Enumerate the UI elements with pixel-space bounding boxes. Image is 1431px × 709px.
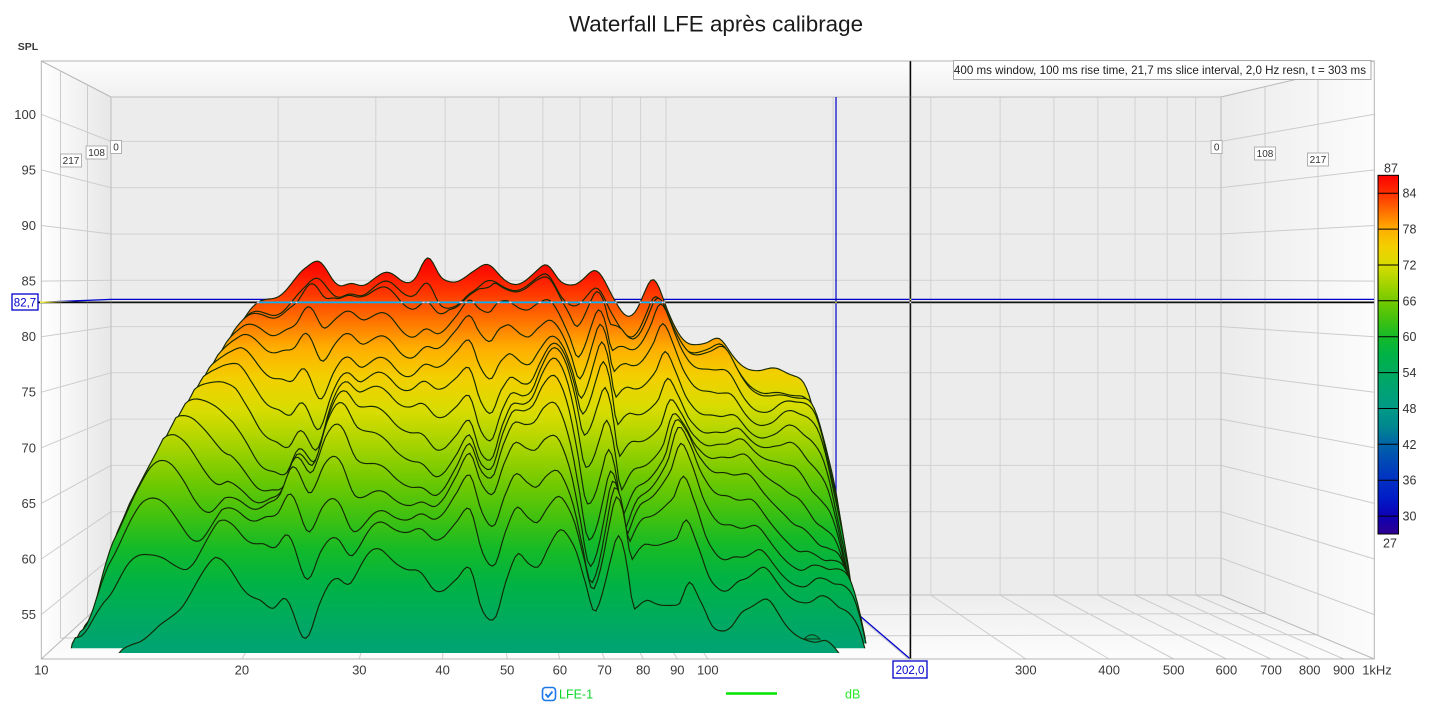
svg-text:Waterfall LFE après calibrage: Waterfall LFE après calibrage <box>569 11 863 36</box>
svg-text:0: 0 <box>113 142 119 153</box>
svg-text:78: 78 <box>1403 223 1417 237</box>
svg-text:100: 100 <box>697 663 719 678</box>
svg-text:65: 65 <box>22 496 36 511</box>
svg-text:66: 66 <box>1403 294 1417 308</box>
svg-text:80: 80 <box>636 663 650 678</box>
svg-text:95: 95 <box>22 162 36 177</box>
svg-text:500: 500 <box>1163 663 1185 678</box>
svg-text:400 ms window, 100 ms rise tim: 400 ms window, 100 ms rise time, 21,7 ms… <box>954 64 1366 77</box>
svg-text:70: 70 <box>22 440 36 455</box>
svg-text:72: 72 <box>1403 259 1417 273</box>
svg-text:700: 700 <box>1260 663 1282 678</box>
svg-text:50: 50 <box>500 663 514 678</box>
svg-text:30: 30 <box>1403 510 1417 524</box>
svg-text:100: 100 <box>14 107 36 122</box>
svg-text:87: 87 <box>1384 161 1398 175</box>
svg-text:48: 48 <box>1403 402 1417 416</box>
svg-text:85: 85 <box>22 274 36 289</box>
svg-text:80: 80 <box>22 329 36 344</box>
svg-text:SPL: SPL <box>18 41 39 53</box>
svg-text:800: 800 <box>1299 663 1321 678</box>
svg-text:75: 75 <box>22 385 36 400</box>
svg-text:42: 42 <box>1403 438 1417 452</box>
svg-text:70: 70 <box>597 663 611 678</box>
svg-text:90: 90 <box>670 663 684 678</box>
svg-text:82,7: 82,7 <box>14 298 36 310</box>
svg-text:60: 60 <box>553 663 567 678</box>
svg-text:300: 300 <box>1015 663 1037 678</box>
svg-text:60: 60 <box>1403 330 1417 344</box>
svg-text:217: 217 <box>63 156 80 167</box>
svg-text:dB: dB <box>845 688 860 702</box>
svg-text:20: 20 <box>235 663 249 678</box>
svg-text:400: 400 <box>1098 663 1120 678</box>
svg-text:217: 217 <box>1310 155 1327 166</box>
svg-text:54: 54 <box>1403 366 1417 380</box>
svg-text:108: 108 <box>88 148 105 159</box>
svg-text:30: 30 <box>352 663 366 678</box>
svg-text:60: 60 <box>22 552 36 567</box>
svg-text:108: 108 <box>1257 149 1274 160</box>
svg-text:10: 10 <box>34 663 48 678</box>
svg-text:40: 40 <box>435 663 449 678</box>
svg-text:90: 90 <box>22 218 36 233</box>
svg-text:84: 84 <box>1403 187 1417 201</box>
svg-text:1kHz: 1kHz <box>1362 663 1392 678</box>
svg-text:LFE-1: LFE-1 <box>559 688 593 702</box>
svg-text:600: 600 <box>1216 663 1238 678</box>
svg-text:0: 0 <box>1214 142 1220 153</box>
svg-text:900: 900 <box>1333 663 1355 678</box>
svg-text:202,0: 202,0 <box>896 665 925 677</box>
svg-text:36: 36 <box>1403 474 1417 488</box>
svg-text:55: 55 <box>22 607 36 622</box>
svg-text:27: 27 <box>1383 537 1397 551</box>
